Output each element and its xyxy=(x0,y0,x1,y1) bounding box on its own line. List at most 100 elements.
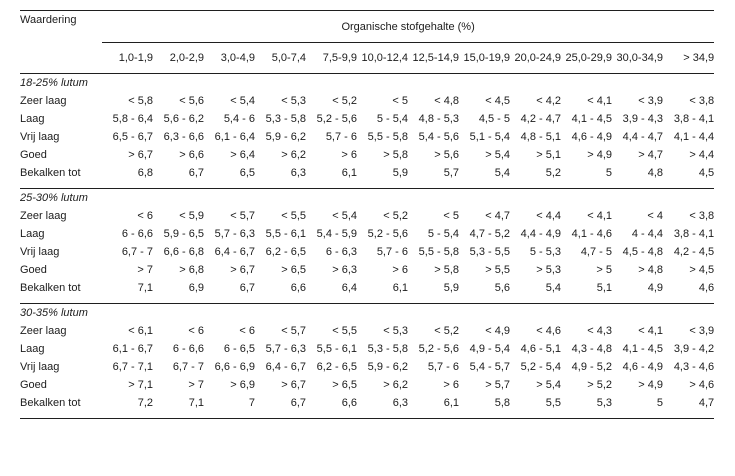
col-header: 12,5-14,9 xyxy=(408,42,459,74)
group-header: Organische stofgehalte (%) xyxy=(102,10,715,43)
value-cell: 6,4 - 6,7 xyxy=(214,246,255,258)
value-cell: > 6,2 xyxy=(281,149,306,161)
col-header: > 34,9 xyxy=(663,42,715,74)
value-cell: 6,3 - 6,6 xyxy=(163,131,204,143)
table-body: 18-25% lutum Zeer laag < 5,8 < 5,6 < 5,4 < 5,… xyxy=(20,74,715,419)
value-cell: 6 - 6,6 xyxy=(121,228,153,240)
value-cell: < 6 xyxy=(239,325,255,337)
value-cell: > 5,4 xyxy=(485,149,510,161)
value-cell: 5,5 xyxy=(510,394,561,419)
value-cell: < 4,1 xyxy=(638,325,663,337)
value-cell: 7 xyxy=(204,394,255,419)
col-header: 30,0-34,9 xyxy=(612,42,663,74)
value-cell: < 6 xyxy=(137,210,153,222)
table-row: Zeer laag < 6 < 5,9 < 5,7 < 5,5 < 5,4 < 5,2 < 5… xyxy=(20,207,714,225)
value-cell: < 4,3 xyxy=(587,325,612,337)
value-cell: > 5,6 xyxy=(434,149,459,161)
table-header-row-columns: 1,0-1,9 2,0-2,9 3,0-4,9 5,0-7,4 7,5-9,9 … xyxy=(20,42,715,74)
value-cell: 5,8 - 6,4 xyxy=(112,113,153,125)
value-cell: 6 - 6,3 xyxy=(325,246,357,258)
value-cell: 6 - 6,6 xyxy=(172,343,204,355)
value-cell: > 4,8 xyxy=(638,264,663,276)
value-cell: 5,2 - 5,6 xyxy=(418,343,459,355)
value-cell: > 5,7 xyxy=(485,379,510,391)
value-cell: 4,1 - 4,5 xyxy=(622,343,663,355)
row-label: Zeer laag xyxy=(20,95,67,107)
value-cell: < 5 xyxy=(443,210,459,222)
value-cell: 3,9 - 4,3 xyxy=(622,113,663,125)
value-cell: 4,6 - 5,1 xyxy=(520,343,561,355)
value-cell: > 5,2 xyxy=(587,379,612,391)
value-cell: 3,8 - 4,1 xyxy=(673,113,715,125)
col-header: 10,0-12,4 xyxy=(357,42,408,74)
value-cell: 4,7 xyxy=(663,394,715,419)
value-cell: < 5 xyxy=(392,95,408,107)
value-cell: < 5,5 xyxy=(332,325,357,337)
value-cell: 6,9 xyxy=(153,279,204,304)
value-cell: < 4,1 xyxy=(587,210,612,222)
row-label: Goed xyxy=(20,379,47,391)
value-cell: 4,2 - 4,5 xyxy=(673,246,715,258)
value-cell: 4,8 - 5,1 xyxy=(520,131,561,143)
value-cell: < 4 xyxy=(647,210,663,222)
value-cell: > 6,5 xyxy=(332,379,357,391)
row-label: Laag xyxy=(20,113,45,125)
value-cell: > 7 xyxy=(188,379,204,391)
value-cell: 5,5 - 6,1 xyxy=(316,343,357,355)
table-row: Goed > 7 > 6,8 > 6,7 > 6,5 > 6,3 > 6 > 5,8 > 5,5… xyxy=(20,261,714,279)
section-label: 25-30% lutum xyxy=(20,192,88,204)
value-cell: 4,6 xyxy=(663,279,715,304)
value-cell: 6,5 - 6,7 xyxy=(112,131,153,143)
row-label: Vrij laag xyxy=(20,361,60,373)
col-header: 3,0-4,9 xyxy=(204,42,255,74)
value-cell: 5,1 - 5,4 xyxy=(469,131,510,143)
value-cell: 4,5 - 4,8 xyxy=(622,246,663,258)
value-cell: < 5,8 xyxy=(128,95,153,107)
value-cell: 4,4 - 4,7 xyxy=(622,131,663,143)
value-cell: > 4,5 xyxy=(689,264,715,276)
value-cell: < 6,1 xyxy=(128,325,153,337)
value-cell: 5,4 xyxy=(459,164,510,189)
table-row: Laag 6,1 - 6,7 6 - 6,6 6 - 6,5 5,7 - 6,3 5,5 … xyxy=(20,340,714,358)
value-cell: 4,6 - 4,9 xyxy=(622,361,663,373)
value-cell: 6,1 xyxy=(306,164,357,189)
value-cell: 6,8 xyxy=(102,164,153,189)
value-cell: > 5,1 xyxy=(536,149,561,161)
value-cell: > 6,5 xyxy=(281,264,306,276)
value-cell: 6,4 xyxy=(306,279,357,304)
value-cell: 4,5 xyxy=(663,164,715,189)
value-cell: < 4,1 xyxy=(587,95,612,107)
value-cell: > 6,7 xyxy=(230,264,255,276)
value-cell: > 6,2 xyxy=(383,379,408,391)
value-cell: 4,3 - 4,8 xyxy=(571,343,612,355)
value-cell: > 6 xyxy=(443,379,459,391)
value-cell: 6,1 xyxy=(408,394,459,419)
col-header: 20,0-24,9 xyxy=(510,42,561,74)
col-header: 2,0-2,9 xyxy=(153,42,204,74)
value-cell: > 6 xyxy=(341,149,357,161)
value-cell: 5,3 - 5,8 xyxy=(367,343,408,355)
value-cell: 5,4 xyxy=(510,279,561,304)
value-cell: 5,3 xyxy=(561,394,612,419)
row-label: Zeer laag xyxy=(20,325,67,337)
value-cell: < 5,4 xyxy=(230,95,255,107)
table-row: Laag 5,8 - 6,4 5,6 - 6,2 5,4 - 6 5,3 - 5,8 5,… xyxy=(20,110,714,128)
table-row: Goed > 6,7 > 6,6 > 6,4 > 6,2 > 6 > 5,8 > 5,6 > 5… xyxy=(20,146,714,164)
value-cell: > 7 xyxy=(137,264,153,276)
value-cell: > 6,8 xyxy=(179,264,204,276)
value-cell: 6,3 xyxy=(255,164,306,189)
col-header: 5,0-7,4 xyxy=(255,42,306,74)
value-cell: > 6 xyxy=(392,264,408,276)
value-cell: 5,2 - 5,4 xyxy=(520,361,561,373)
value-cell: 5,4 - 5,7 xyxy=(469,361,510,373)
value-cell: 5,5 - 5,8 xyxy=(418,246,459,258)
value-cell: > 6,3 xyxy=(332,264,357,276)
value-cell: 4,2 - 4,7 xyxy=(520,113,561,125)
value-cell: 5,9 xyxy=(357,164,408,189)
value-cell: 6 - 6,5 xyxy=(223,343,255,355)
value-cell: > 5,3 xyxy=(536,264,561,276)
value-cell: 5,5 - 6,1 xyxy=(265,228,306,240)
value-cell: 5,8 xyxy=(459,394,510,419)
value-cell: 6,1 - 6,4 xyxy=(214,131,255,143)
value-cell: 5,7 xyxy=(408,164,459,189)
